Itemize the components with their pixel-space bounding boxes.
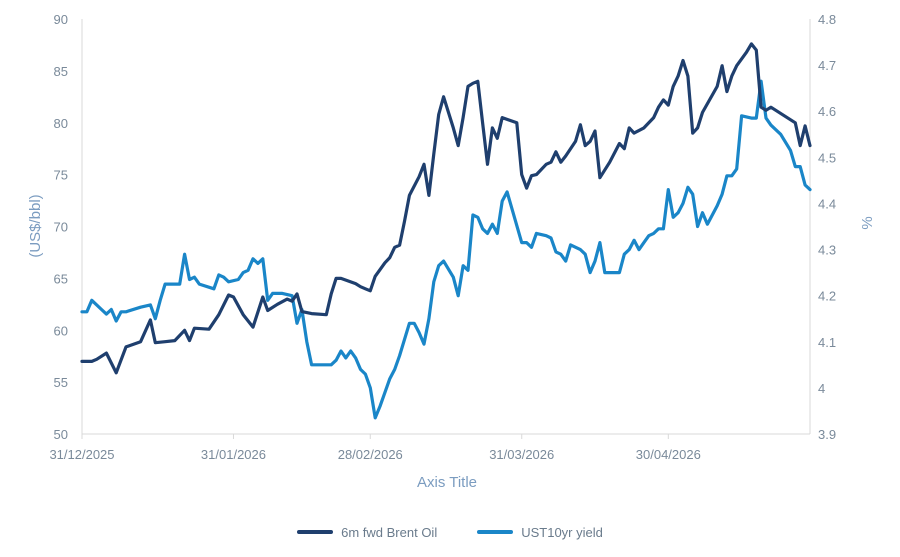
x-tick-label: 31/01/2026 [201, 447, 266, 462]
x-axis-title: Axis Title [417, 474, 477, 491]
left-tick-label: 90 [54, 12, 68, 27]
left-tick-label: 50 [54, 427, 68, 442]
x-tick-label: 30/04/2026 [636, 447, 701, 462]
legend-label-brent: 6m fwd Brent Oil [341, 524, 438, 540]
x-tick-label: 28/02/2026 [338, 447, 403, 462]
left-tick-label: 55 [54, 375, 68, 390]
legend-item-brent: 6m fwd Brent Oil [297, 525, 437, 540]
legend-label-ust: UST10yr yield [521, 524, 603, 540]
left-tick-label: 80 [54, 116, 68, 131]
legend-swatch-ust [477, 530, 514, 534]
legend-swatch-brent [297, 530, 334, 534]
right-tick-label: 4.6 [818, 104, 836, 119]
left-tick-label: 65 [54, 271, 68, 286]
x-tick-label: 31/03/2026 [489, 447, 554, 462]
left-tick-labels: 50 55 60 65 70 75 80 85 90 [54, 12, 68, 442]
right-axis-title: % [859, 216, 876, 229]
left-axis-title: (US$/bbl) [27, 194, 44, 257]
series-layer [80, 42, 812, 420]
legend-item-ust: UST10yr yield [477, 525, 603, 540]
right-tick-label: 3.9 [818, 427, 836, 442]
left-tick-label: 70 [54, 220, 68, 235]
right-tick-label: 4.8 [818, 12, 836, 27]
right-tick-labels: 3.9 4 4.1 4.2 4.3 4.4 4.5 4.6 4.7 4.8 [818, 12, 836, 442]
right-tick-label: 4.3 [818, 243, 836, 258]
right-tick-label: 4 [818, 381, 825, 396]
right-tick-label: 4.7 [818, 58, 836, 73]
right-tick-label: 4.5 [818, 150, 836, 165]
right-tick-label: 4.4 [818, 196, 836, 211]
x-tick-label: 31/12/2025 [49, 447, 114, 462]
left-tick-label: 85 [54, 64, 68, 79]
left-tick-label: 60 [54, 323, 68, 338]
series-line-ust10yr-yield [80, 79, 812, 420]
series-line-brent-oil [80, 42, 812, 375]
left-tick-label: 75 [54, 168, 68, 183]
legend: 6m fwd Brent Oil UST10yr yield [0, 522, 900, 542]
axes [81, 19, 811, 435]
x-tick-labels: 31/12/2025 31/01/2026 28/02/2026 31/03/2026… [49, 434, 701, 462]
right-tick-label: 4.2 [818, 289, 836, 304]
right-tick-label: 4.1 [818, 335, 836, 350]
